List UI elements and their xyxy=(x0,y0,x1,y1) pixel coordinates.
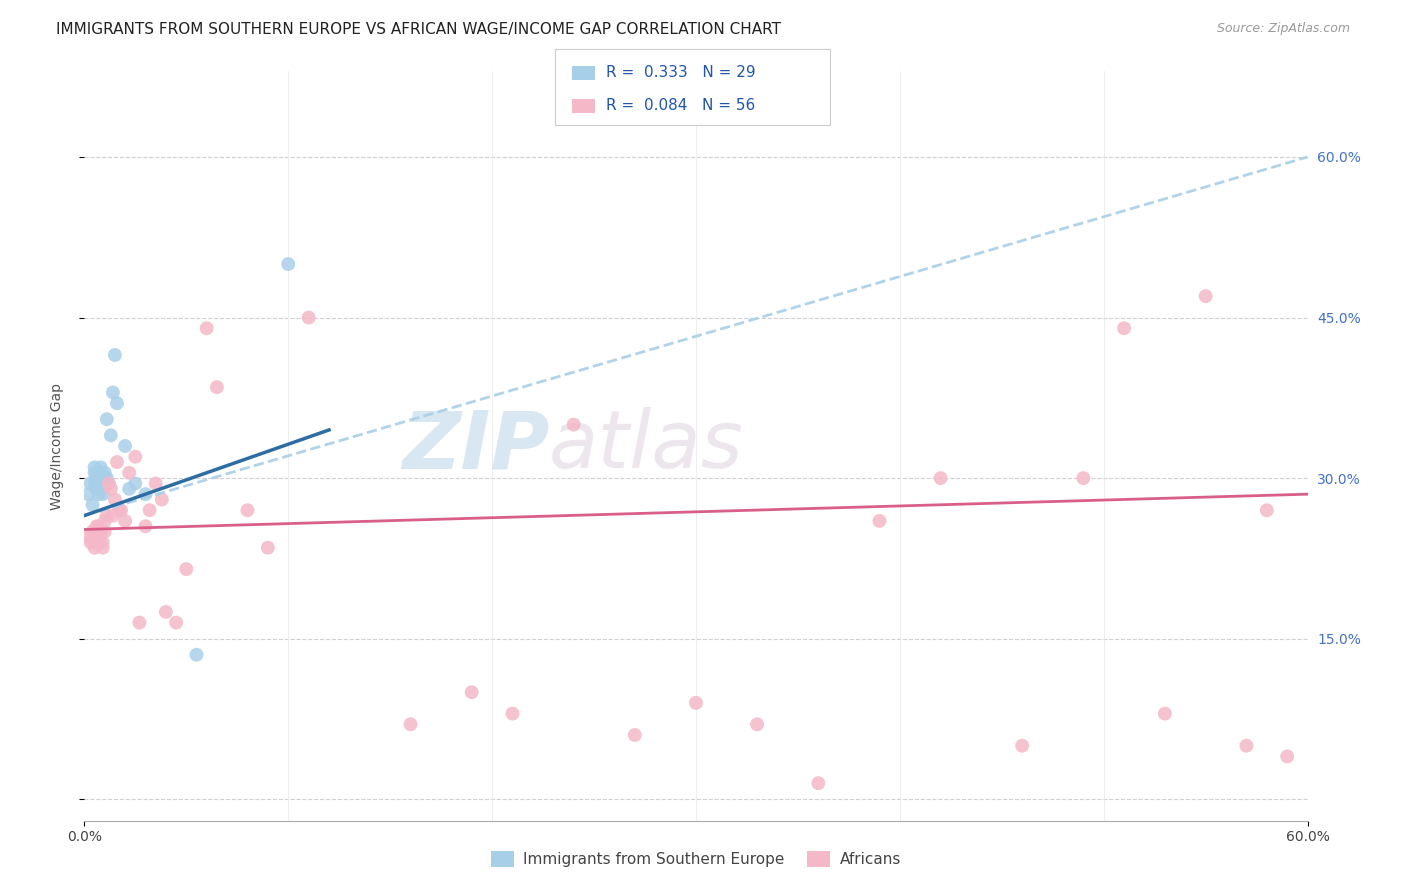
Point xyxy=(685,696,707,710)
Point xyxy=(97,476,120,491)
Point xyxy=(93,514,115,528)
Point xyxy=(114,514,136,528)
Point xyxy=(145,476,167,491)
Text: R =  0.084   N = 56: R = 0.084 N = 56 xyxy=(606,98,755,113)
Point xyxy=(1114,321,1136,335)
Point xyxy=(87,519,110,533)
Point xyxy=(298,310,321,325)
Text: IMMIGRANTS FROM SOUTHERN EUROPE VS AFRICAN WAGE/INCOME GAP CORRELATION CHART: IMMIGRANTS FROM SOUTHERN EUROPE VS AFRIC… xyxy=(56,22,782,37)
Point xyxy=(277,257,299,271)
Point xyxy=(90,524,112,539)
Point xyxy=(257,541,280,555)
Point xyxy=(77,487,100,501)
Point xyxy=(96,508,118,523)
Point xyxy=(87,530,110,544)
Point xyxy=(87,487,110,501)
Point xyxy=(100,428,122,442)
Point xyxy=(83,466,105,480)
Point xyxy=(91,476,114,491)
Point xyxy=(83,460,105,475)
Point xyxy=(562,417,585,432)
Point xyxy=(82,498,104,512)
Point xyxy=(86,519,108,533)
Point xyxy=(97,476,120,491)
Point xyxy=(195,321,218,335)
Point xyxy=(83,530,105,544)
Point xyxy=(79,476,101,491)
Point xyxy=(96,412,118,426)
Point xyxy=(747,717,769,731)
Point xyxy=(86,535,108,549)
Point xyxy=(93,471,115,485)
Point xyxy=(624,728,647,742)
Point xyxy=(150,492,173,507)
Point xyxy=(105,455,128,469)
Legend: Immigrants from Southern Europe, Africans: Immigrants from Southern Europe, African… xyxy=(485,845,907,873)
Point xyxy=(118,482,141,496)
Point xyxy=(502,706,524,721)
Point xyxy=(124,476,146,491)
Point xyxy=(108,503,131,517)
Point xyxy=(93,466,115,480)
Point xyxy=(83,476,105,491)
Point xyxy=(105,396,128,410)
Point xyxy=(1195,289,1218,303)
Point xyxy=(91,541,114,555)
Text: R =  0.333   N = 29: R = 0.333 N = 29 xyxy=(606,65,755,80)
Text: Source: ZipAtlas.com: Source: ZipAtlas.com xyxy=(1216,22,1350,36)
Point xyxy=(1073,471,1095,485)
Text: ZIP: ZIP xyxy=(402,407,550,485)
Point xyxy=(138,503,160,517)
Point xyxy=(399,717,422,731)
Point xyxy=(128,615,150,630)
Point xyxy=(1256,503,1278,517)
Point xyxy=(86,471,108,485)
Text: atlas: atlas xyxy=(550,407,744,485)
Y-axis label: Wage/Income Gap: Wage/Income Gap xyxy=(49,383,63,509)
Point xyxy=(91,535,114,549)
Point xyxy=(929,471,952,485)
Point xyxy=(135,487,157,501)
Point xyxy=(1236,739,1258,753)
Point xyxy=(114,439,136,453)
Point xyxy=(93,524,115,539)
Point xyxy=(135,519,157,533)
Point xyxy=(869,514,891,528)
Point xyxy=(96,471,118,485)
Point xyxy=(165,615,187,630)
Point xyxy=(1277,749,1299,764)
Point xyxy=(101,385,124,400)
Point xyxy=(79,535,101,549)
Point xyxy=(124,450,146,464)
Point xyxy=(82,524,104,539)
Point xyxy=(101,508,124,523)
Point xyxy=(86,482,108,496)
Point xyxy=(461,685,484,699)
Point xyxy=(91,487,114,501)
Point xyxy=(104,492,127,507)
Point xyxy=(118,466,141,480)
Point xyxy=(186,648,208,662)
Point xyxy=(1154,706,1177,721)
Point xyxy=(77,530,100,544)
Point xyxy=(90,460,112,475)
Point xyxy=(1011,739,1033,753)
Point xyxy=(100,482,122,496)
Point xyxy=(205,380,228,394)
Point xyxy=(90,471,112,485)
Point xyxy=(104,348,127,362)
Point xyxy=(155,605,177,619)
Point xyxy=(83,541,105,555)
Point xyxy=(87,466,110,480)
Point xyxy=(236,503,259,517)
Point xyxy=(110,503,132,517)
Point xyxy=(174,562,197,576)
Point xyxy=(807,776,830,790)
